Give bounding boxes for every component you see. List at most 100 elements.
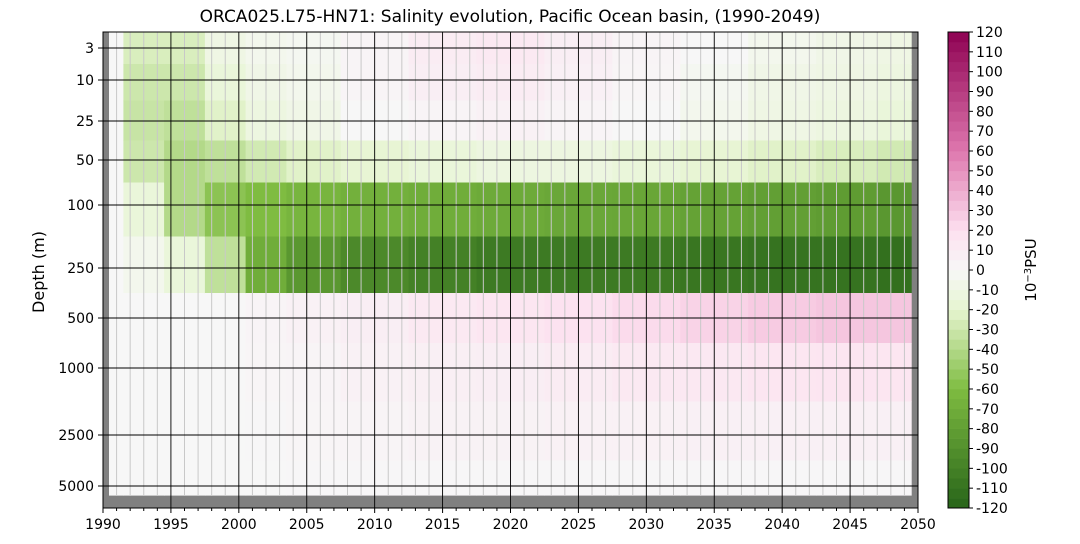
colorbar-tick-label: 10 xyxy=(976,243,994,259)
colorbar-swatch xyxy=(948,131,969,142)
colorbar-tick-label: 0 xyxy=(976,263,985,279)
colorbar-swatch xyxy=(948,200,969,211)
x-tick-label: 2040 xyxy=(764,517,800,533)
heatmap-cell xyxy=(286,182,342,238)
colorbar-tick-label: -50 xyxy=(976,362,999,378)
colorbar-tick-label: -80 xyxy=(976,422,999,438)
colorbar-swatch xyxy=(948,299,969,310)
colorbar-swatch xyxy=(948,160,969,172)
x-tick-label: 2025 xyxy=(561,517,597,533)
y-tick-label: 3 xyxy=(85,41,94,57)
heatmap-cell xyxy=(877,460,912,496)
colorbar-swatch xyxy=(948,190,969,201)
heatmap-cell xyxy=(286,140,342,184)
y-tick-label: 10 xyxy=(76,73,94,89)
colorbar-swatch xyxy=(948,458,969,469)
colorbar-tick-label: 20 xyxy=(976,223,994,239)
colorbar-tick-label: -90 xyxy=(976,442,999,458)
colorbar-swatch xyxy=(948,379,969,390)
colorbar-tick-label: -20 xyxy=(976,303,999,319)
colorbar-swatch xyxy=(948,91,969,102)
grid-layer xyxy=(102,32,919,508)
colorbar-swatch xyxy=(948,111,969,122)
colorbar-swatch xyxy=(948,329,969,340)
heatmap-cell xyxy=(877,140,912,184)
colorbar-tick-label: 70 xyxy=(976,124,994,140)
heatmap-cell xyxy=(816,236,878,294)
y-tick-label: 5000 xyxy=(58,479,94,495)
colorbar-swatch xyxy=(948,180,969,191)
colorbar-swatch xyxy=(948,289,969,301)
y-tick-label: 250 xyxy=(67,261,94,277)
axis-layer: 1990 1995 2000 2005 2010 2015 2020 2025 2030 2035… xyxy=(58,31,936,533)
colorbar-tick-label: 120 xyxy=(976,25,1003,41)
heatmap-cell xyxy=(816,460,878,496)
heatmap-cell xyxy=(877,401,912,462)
colorbar-tick-label: -60 xyxy=(976,382,999,398)
colorbar-label-unit: PSU xyxy=(1022,238,1040,268)
chart-title: ORCA025.L75-HN71: Salinity evolution, Pa… xyxy=(200,7,821,27)
colorbar-label-exponent: −3 xyxy=(1023,268,1034,283)
colorbar-tick-label: 50 xyxy=(976,164,994,180)
x-tick-label: 2035 xyxy=(696,517,732,533)
colorbar-tick-label: 30 xyxy=(976,204,994,220)
colorbar-swatch xyxy=(948,260,969,271)
colorbar-swatch xyxy=(948,81,969,92)
x-tick-label: 2045 xyxy=(832,517,868,533)
colorbar-swatch xyxy=(948,279,969,291)
colorbar-tick-label: -40 xyxy=(976,342,999,358)
heatmap-cell xyxy=(816,140,878,184)
colorbar-swatch xyxy=(948,151,969,162)
colorbar-swatch xyxy=(948,488,969,499)
x-tick-label: 2005 xyxy=(289,517,325,533)
heatmap-cell xyxy=(816,343,878,403)
x-tick-label: 2015 xyxy=(425,517,461,533)
colorbar-swatch xyxy=(948,468,969,479)
colorbar: 1201101009080706050403020100-10-20-30-40… xyxy=(947,25,1008,517)
colorbar-swatch xyxy=(948,250,969,261)
colorbar-swatch xyxy=(948,61,969,72)
colorbar-swatch xyxy=(948,349,969,360)
y-tick-label: 1000 xyxy=(58,361,94,377)
colorbar-swatch xyxy=(948,339,969,350)
colorbar-swatch xyxy=(948,428,969,439)
colorbar-swatch xyxy=(948,398,969,410)
colorbar-swatch xyxy=(948,448,969,459)
heatmap-cell xyxy=(286,401,342,462)
heatmap-cell xyxy=(877,64,912,102)
colorbar-swatch xyxy=(948,369,969,380)
colorbar-tick-label: -120 xyxy=(976,501,1008,517)
colorbar-swatch xyxy=(948,309,969,320)
colorbar-swatch xyxy=(948,32,969,43)
y-tick-label: 500 xyxy=(67,311,94,327)
heatmap-cell xyxy=(286,236,342,294)
colorbar-swatch xyxy=(948,141,969,152)
colorbar-swatch xyxy=(948,101,969,112)
colorbar-tick-label: 80 xyxy=(976,104,994,120)
x-tick-label: 1995 xyxy=(153,517,189,533)
heatmap-cell xyxy=(877,236,912,294)
heatmap-cell xyxy=(816,64,878,102)
colorbar-swatch xyxy=(948,408,969,420)
y-axis-label: Depth (m) xyxy=(29,231,48,313)
colorbar-tick-label: -70 xyxy=(976,402,999,418)
colorbar-swatch xyxy=(948,359,969,370)
colorbar-swatch xyxy=(948,498,969,509)
y-tick-label: 100 xyxy=(67,198,94,214)
colorbar-swatch xyxy=(948,220,969,231)
heatmap-cell xyxy=(286,343,342,403)
colorbar-swatch xyxy=(948,240,969,251)
colorbar-swatch xyxy=(948,41,969,53)
colorbar-tick-label: 60 xyxy=(976,144,994,160)
colorbar-tick-label: 110 xyxy=(976,45,1003,61)
colorbar-swatch xyxy=(948,230,969,241)
colorbar-swatch xyxy=(948,71,969,82)
colorbar-swatch xyxy=(948,51,969,63)
colorbar-tick-label: -110 xyxy=(976,481,1008,497)
colorbar-tick-label: 90 xyxy=(976,85,994,101)
x-tick-label: 2000 xyxy=(221,517,257,533)
colorbar-swatch xyxy=(948,210,969,221)
colorbar-tick-label: 100 xyxy=(976,65,1003,81)
